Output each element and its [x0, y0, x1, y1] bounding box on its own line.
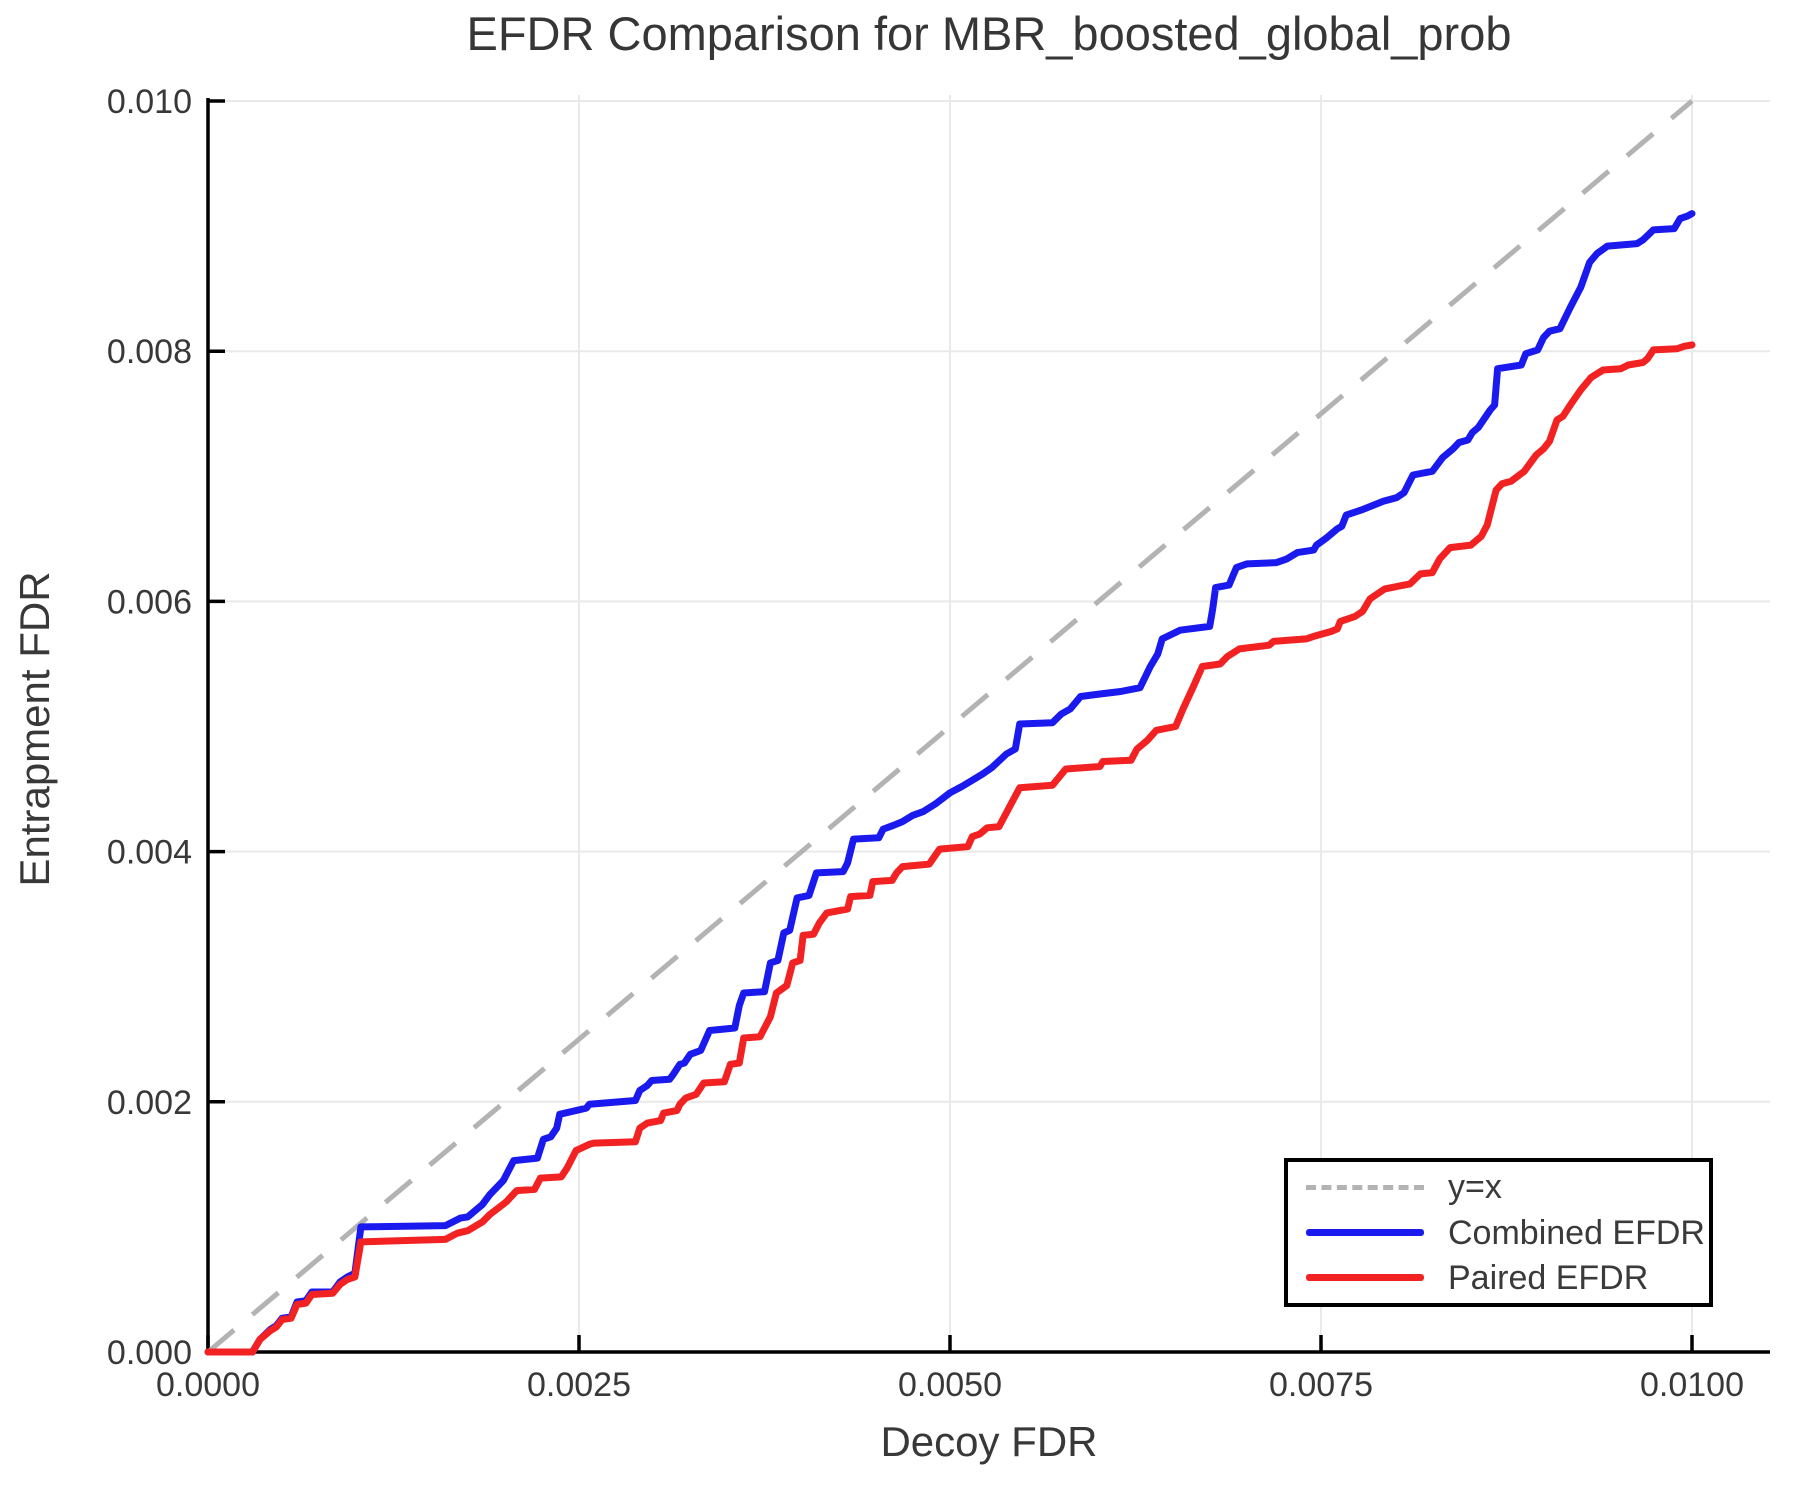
- x-axis-label: Decoy FDR: [880, 1418, 1098, 1465]
- legend: y=x Combined EFDR Paired EFDR: [1284, 1158, 1713, 1307]
- identity-line: [206, 99, 1694, 1354]
- paired-line-sample: [1306, 1274, 1424, 1282]
- dashed-line-sample: [1306, 1184, 1424, 1190]
- legend-label: Paired EFDR: [1448, 1258, 1649, 1297]
- y-tick-label: 0.004: [107, 834, 192, 872]
- paired-efdr-swatch: [1306, 1274, 1424, 1282]
- identity-line-swatch: [1306, 1184, 1424, 1190]
- combined-efdr-swatch: [1306, 1229, 1424, 1236]
- paired-efdr-line: [204, 341, 1696, 1356]
- x-tick-label: 0.0050: [898, 1366, 1002, 1404]
- chart-title: EFDR Comparison for MBR_boosted_global_p…: [466, 7, 1512, 60]
- combined-line-sample: [1306, 1229, 1424, 1236]
- y-axis-label: Entrapment FDR: [11, 571, 58, 887]
- legend-item-paired-efdr: Paired EFDR: [1288, 1258, 1709, 1298]
- combined-efdr-line: [204, 210, 1696, 1356]
- legend-item-combined-efdr: Combined EFDR: [1288, 1213, 1709, 1253]
- x-tick-label: 0.0100: [1640, 1366, 1744, 1404]
- y-tick-label: 0.008: [107, 333, 192, 371]
- y-tick-label: 0.002: [107, 1084, 192, 1122]
- y-tick-label: 0.010: [107, 83, 192, 121]
- x-tick-label: 0.0025: [527, 1366, 631, 1404]
- legend-label: Combined EFDR: [1448, 1213, 1705, 1252]
- legend-label: y=x: [1448, 1168, 1502, 1207]
- x-tick-label: 0.0075: [1269, 1366, 1373, 1404]
- y-tick-label: 0.006: [107, 583, 192, 621]
- legend-item-identity: y=x: [1288, 1167, 1709, 1207]
- x-tick-label: 0.0000: [156, 1366, 260, 1404]
- y-tick-label: 0.000: [107, 1334, 192, 1372]
